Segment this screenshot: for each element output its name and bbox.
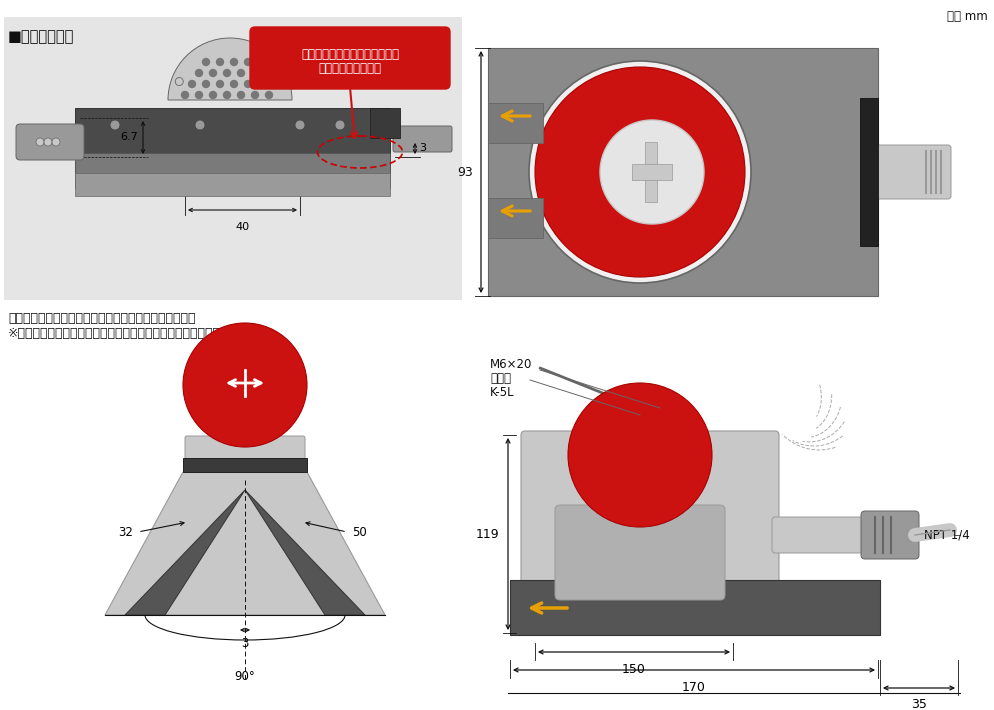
Circle shape xyxy=(238,92,245,99)
Text: 170: 170 xyxy=(682,681,706,694)
Text: 50: 50 xyxy=(352,525,367,538)
Circle shape xyxy=(276,77,284,85)
FancyBboxPatch shape xyxy=(521,431,779,599)
FancyBboxPatch shape xyxy=(75,153,390,188)
Text: 119: 119 xyxy=(475,528,499,540)
FancyBboxPatch shape xyxy=(875,145,951,199)
Circle shape xyxy=(182,92,189,99)
Circle shape xyxy=(203,58,210,65)
Circle shape xyxy=(231,58,238,65)
FancyBboxPatch shape xyxy=(488,48,878,296)
Circle shape xyxy=(265,92,272,99)
FancyBboxPatch shape xyxy=(16,124,84,160)
FancyBboxPatch shape xyxy=(860,98,878,246)
Circle shape xyxy=(189,80,196,87)
Circle shape xyxy=(196,92,203,99)
FancyBboxPatch shape xyxy=(510,580,880,635)
Circle shape xyxy=(295,120,305,130)
Text: M6×20: M6×20 xyxy=(490,358,533,371)
Circle shape xyxy=(217,58,224,65)
Circle shape xyxy=(251,70,258,77)
Text: 93: 93 xyxy=(457,165,473,178)
FancyBboxPatch shape xyxy=(632,164,672,180)
Polygon shape xyxy=(125,490,245,615)
Text: ■開口部拡大図: ■開口部拡大図 xyxy=(8,29,75,44)
Circle shape xyxy=(183,323,307,447)
Circle shape xyxy=(44,138,52,146)
FancyBboxPatch shape xyxy=(185,436,305,462)
Circle shape xyxy=(224,92,231,99)
Wedge shape xyxy=(168,38,292,100)
FancyBboxPatch shape xyxy=(75,108,390,188)
Circle shape xyxy=(568,383,712,527)
FancyBboxPatch shape xyxy=(75,173,390,196)
FancyBboxPatch shape xyxy=(250,27,450,89)
Circle shape xyxy=(110,120,120,130)
Circle shape xyxy=(224,70,231,77)
Text: 35: 35 xyxy=(911,698,927,710)
Circle shape xyxy=(535,67,745,277)
Text: 90°: 90° xyxy=(235,670,255,683)
FancyBboxPatch shape xyxy=(4,17,462,300)
Text: 単位 mm: 単位 mm xyxy=(947,10,988,23)
Circle shape xyxy=(52,138,60,146)
Text: 隙間をあけました。: 隙間をあけました。 xyxy=(318,62,382,75)
Circle shape xyxy=(195,120,205,130)
FancyBboxPatch shape xyxy=(772,517,878,553)
Polygon shape xyxy=(245,490,365,615)
Circle shape xyxy=(203,80,210,87)
FancyBboxPatch shape xyxy=(183,458,307,472)
Text: 40: 40 xyxy=(235,222,249,232)
Circle shape xyxy=(238,70,245,77)
Circle shape xyxy=(600,120,704,224)
Circle shape xyxy=(196,70,203,77)
Circle shape xyxy=(245,80,251,87)
Text: 150: 150 xyxy=(622,663,646,676)
Circle shape xyxy=(36,138,44,146)
Circle shape xyxy=(251,92,258,99)
Text: NPT 1/4: NPT 1/4 xyxy=(924,528,970,542)
Text: 6.7: 6.7 xyxy=(120,132,138,142)
Text: K-5L: K-5L xyxy=(490,386,515,399)
Circle shape xyxy=(217,80,224,87)
Circle shape xyxy=(231,80,238,87)
Circle shape xyxy=(258,80,265,87)
FancyBboxPatch shape xyxy=(645,142,657,202)
Circle shape xyxy=(175,77,183,85)
Text: 32: 32 xyxy=(118,525,133,538)
Polygon shape xyxy=(105,472,385,615)
Text: ※表記している寸法は、多少の誤差が生じる場合がございます。: ※表記している寸法は、多少の誤差が生じる場合がございます。 xyxy=(8,327,229,340)
Text: レンチ: レンチ xyxy=(490,372,511,385)
Circle shape xyxy=(245,58,251,65)
Circle shape xyxy=(210,70,217,77)
FancyBboxPatch shape xyxy=(488,198,543,238)
Text: ガイド板の溝は、カッター部のみ広くなっております。: ガイド板の溝は、カッター部のみ広くなっております。 xyxy=(8,312,196,325)
Text: カエリ・バリを回避するため、: カエリ・バリを回避するため、 xyxy=(301,48,399,61)
FancyBboxPatch shape xyxy=(393,126,452,152)
Text: 3: 3 xyxy=(242,637,248,650)
Circle shape xyxy=(210,92,217,99)
FancyBboxPatch shape xyxy=(861,511,919,559)
Text: 3: 3 xyxy=(419,143,426,153)
FancyBboxPatch shape xyxy=(370,108,400,138)
FancyBboxPatch shape xyxy=(555,505,725,600)
FancyBboxPatch shape xyxy=(488,103,543,143)
Circle shape xyxy=(335,120,345,130)
Circle shape xyxy=(529,61,751,283)
